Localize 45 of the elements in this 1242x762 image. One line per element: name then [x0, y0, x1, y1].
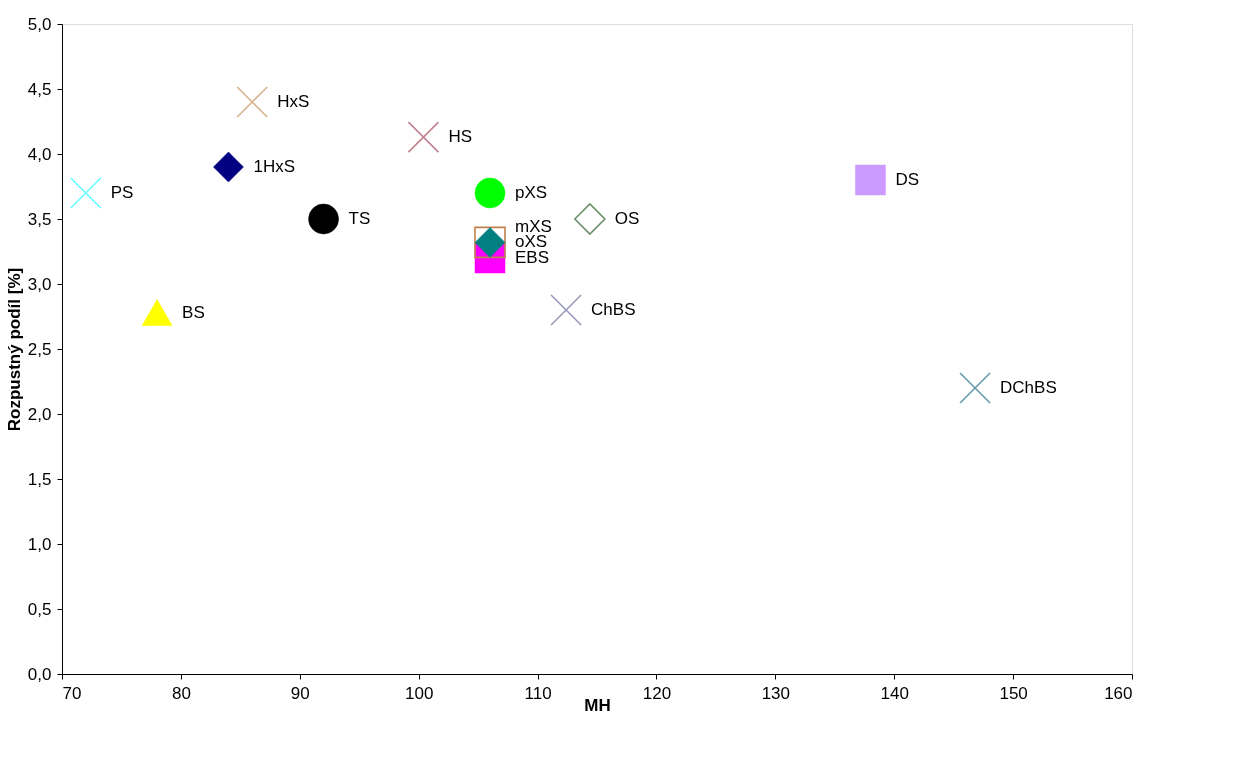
y-tick-label: 2,0 [27, 404, 52, 424]
x-tick-label: 160 [1104, 683, 1133, 703]
y-tick-label: 1,5 [27, 469, 52, 489]
y-tick-label: 0,0 [27, 664, 52, 684]
y-tick-label: 4,0 [27, 144, 52, 164]
series-label: OS [614, 209, 640, 228]
series-label: HS [448, 127, 473, 147]
series-label: TS [348, 209, 371, 228]
y-tick-label: 4,5 [27, 79, 52, 99]
x-tick-label: 140 [880, 683, 909, 703]
series-label: pXS [515, 183, 548, 202]
series-label: ChBS [591, 300, 636, 319]
y-axis-title: Rozpustný podíl [%] [4, 267, 24, 432]
series-label: PS [110, 183, 134, 202]
point [407, 121, 440, 153]
y-tick-label: 0,5 [27, 599, 52, 619]
y-tick-label: 1,0 [27, 534, 52, 554]
x-tick-label: 90 [290, 683, 310, 703]
y-tick-label: 2,5 [27, 339, 52, 359]
x-tick-label: 130 [761, 683, 791, 703]
point [141, 299, 173, 326]
x-tick-label: 150 [999, 683, 1028, 703]
x-tick-label: 110 [524, 683, 552, 703]
point [574, 203, 606, 235]
x-tick-label: 70 [62, 683, 82, 703]
point [308, 203, 339, 235]
series-label: 1HxS [253, 157, 296, 176]
series-label: HxS [277, 92, 310, 111]
x-axis-title: MH [584, 695, 611, 715]
y-tick-label: 3,0 [27, 274, 52, 294]
x-tick-label: 80 [171, 683, 191, 703]
series-label: BS [182, 302, 205, 322]
series-label: DChBS [1000, 378, 1057, 397]
point [959, 372, 991, 404]
point [236, 86, 269, 118]
point [550, 294, 582, 326]
x-tick-label: 100 [404, 683, 434, 703]
y-tick-label: 3,5 [27, 209, 52, 229]
point [474, 177, 506, 209]
series-label: DS [895, 170, 920, 189]
point [855, 164, 886, 196]
x-tick-label: 120 [642, 683, 672, 703]
point [69, 177, 102, 209]
y-tick-label: 5,0 [27, 14, 52, 34]
point [213, 151, 244, 183]
